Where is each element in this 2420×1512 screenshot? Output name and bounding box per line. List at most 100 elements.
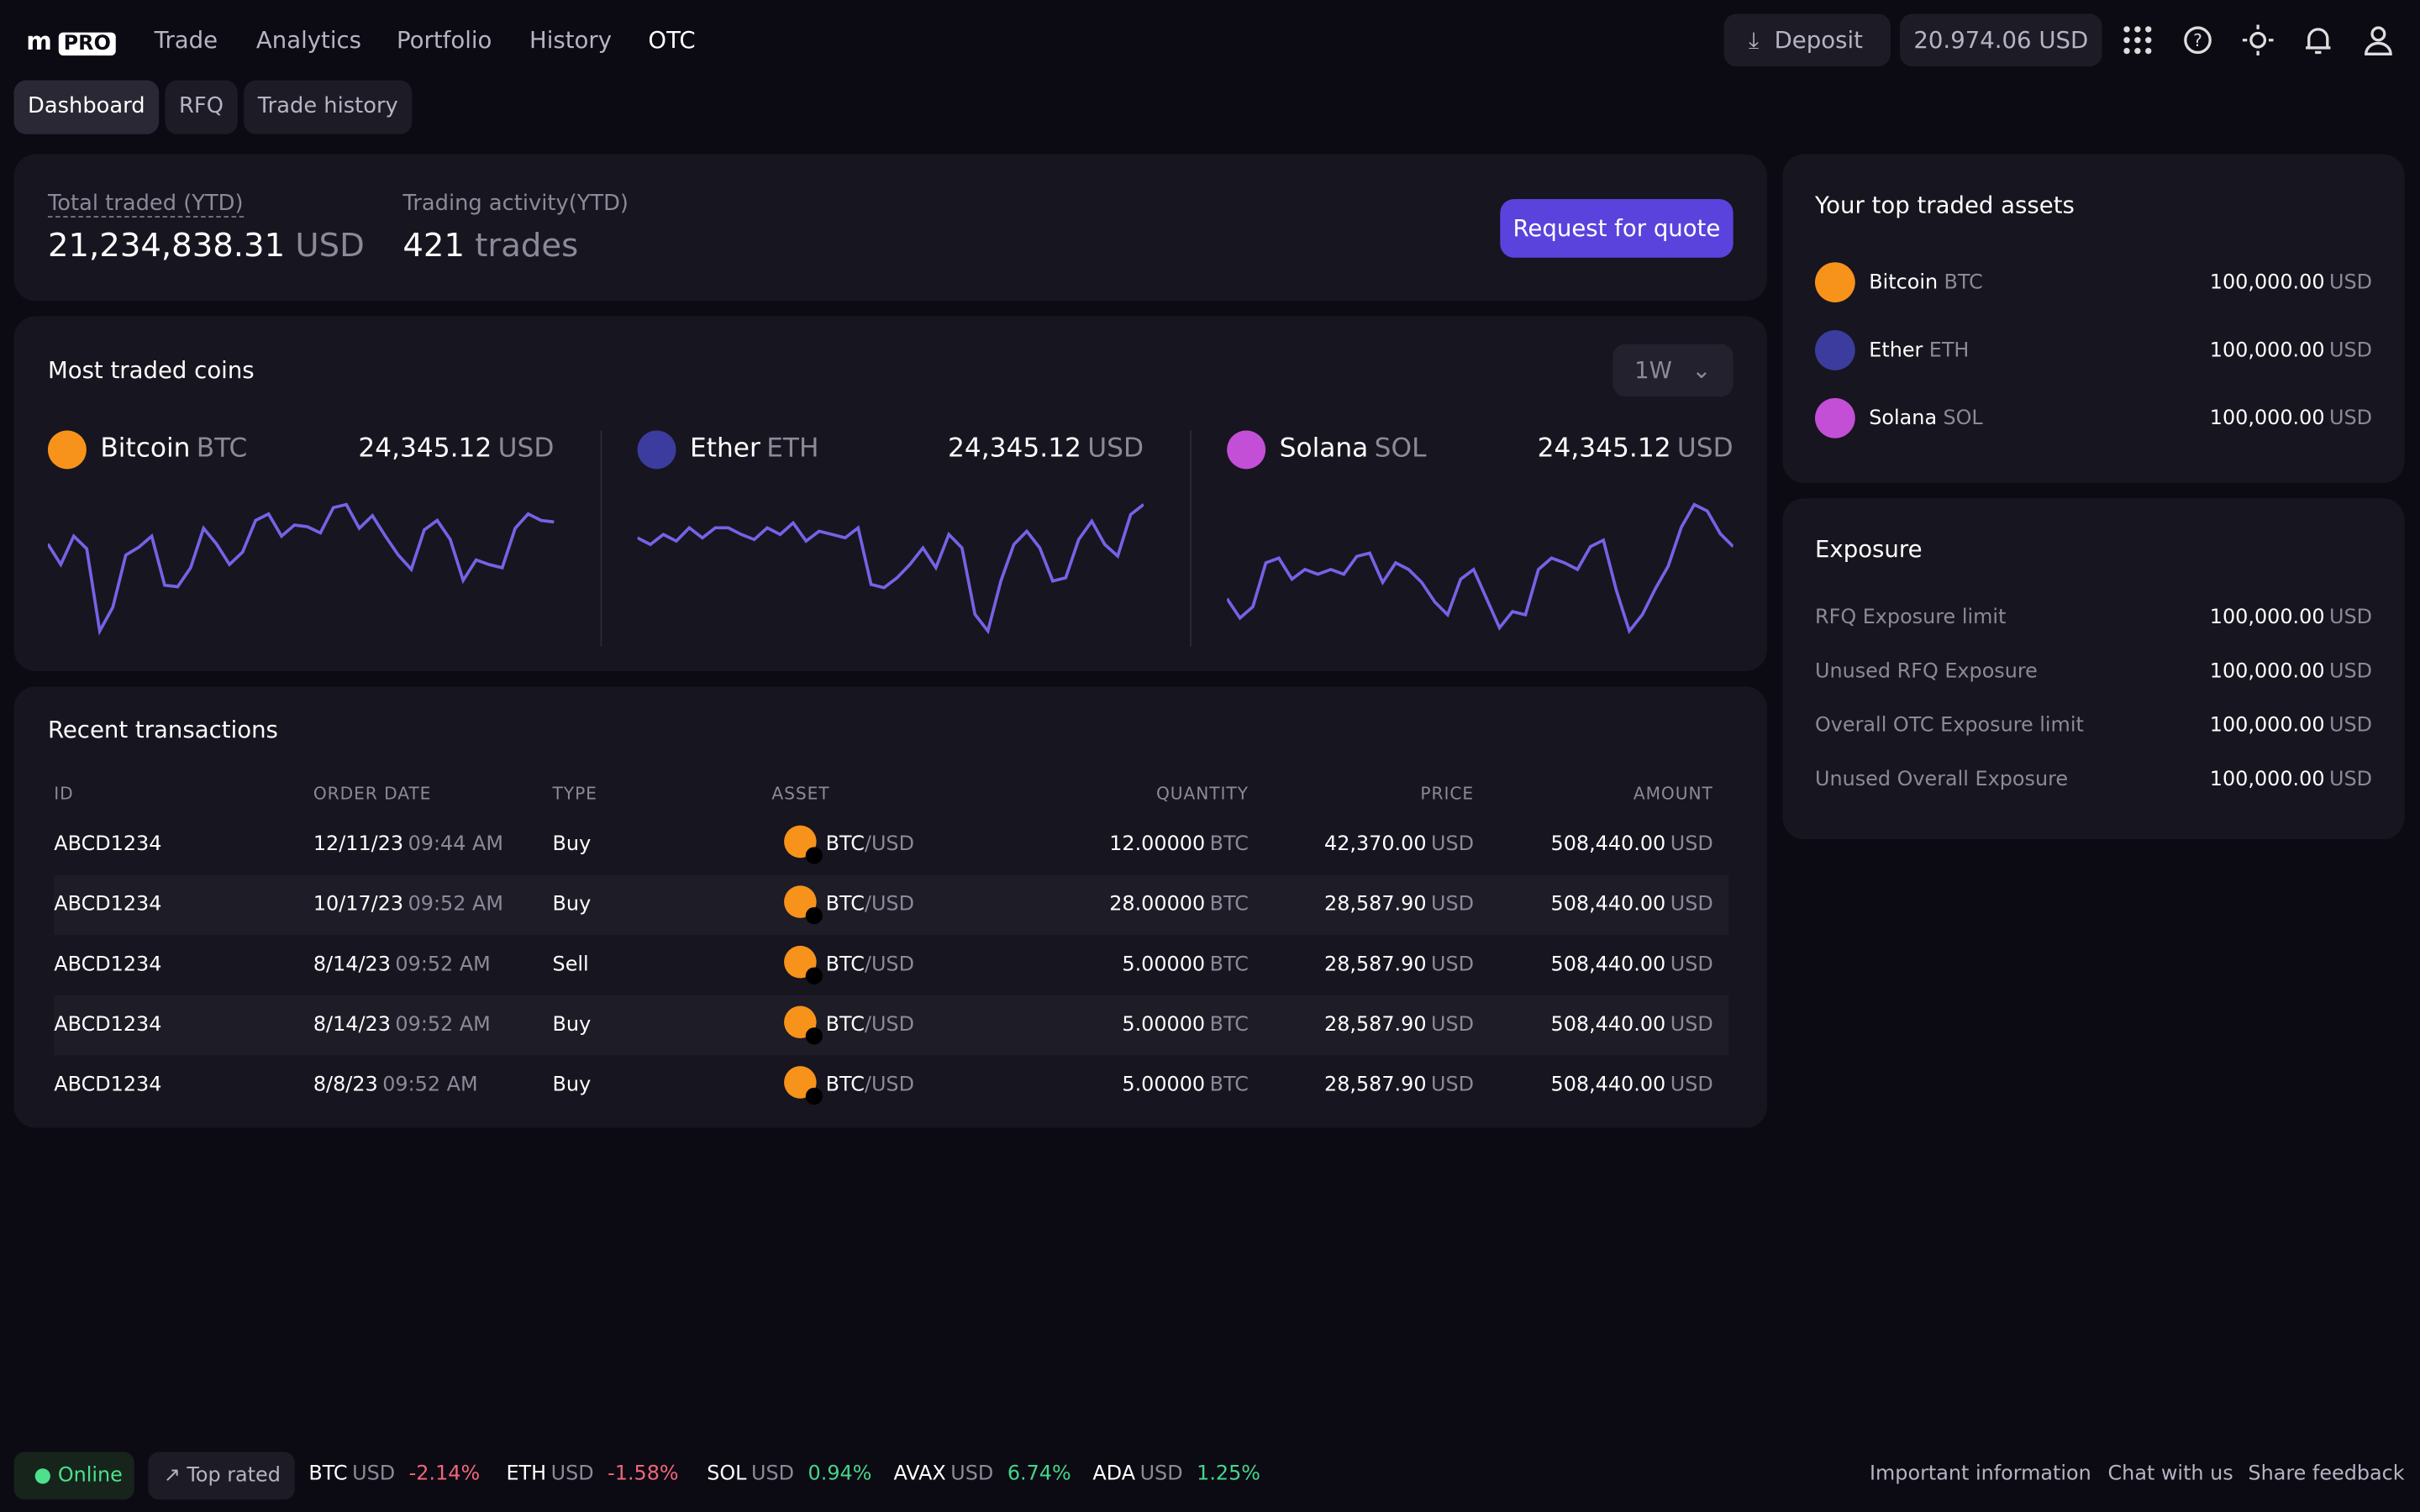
unit: USD	[2329, 714, 2373, 738]
price: 28,587.90	[1324, 893, 1427, 917]
quantity-cell: 12.00000 BTC	[1109, 833, 1249, 857]
period-select[interactable]: 1W ⌄	[1612, 344, 1733, 397]
quote: /USD	[864, 953, 915, 977]
base: BTC	[825, 953, 865, 977]
date-cell: 8/14/23 09:52 AM	[313, 1014, 491, 1037]
quantity-cell: 5.00000 BTC	[1122, 1074, 1249, 1097]
price-cell: 28,587.90 USD	[1324, 893, 1474, 916]
column-header: ID	[54, 784, 74, 804]
transaction-row[interactable]: ABCD1234 8/8/23 09:52 AM Buy BTC/USD 5.00000 B…	[54, 1055, 1728, 1116]
price: 28,587.90	[1324, 1013, 1427, 1037]
price-value: 24,345.12	[1537, 433, 1671, 465]
nav-item[interactable]: OTC	[648, 26, 696, 55]
type: Buy	[552, 832, 592, 857]
period-value: 1W	[1634, 356, 1672, 385]
footer-link[interactable]: Important information	[1869, 1462, 2091, 1486]
date: 8/14/23	[313, 1013, 391, 1037]
value: 100,000.00	[2209, 714, 2325, 738]
asset-name: Bitcoin	[1869, 271, 1939, 295]
nav-item[interactable]: Analytics	[255, 26, 362, 55]
coin-price: 24,345.12 USD	[1227, 433, 1733, 465]
asset-value: 100,000.00 USD	[2210, 339, 2372, 363]
time: 09:52 AM	[408, 893, 503, 917]
transaction-row[interactable]: ABCD1234 10/17/23 09:52 AM Buy BTC/USD 28.000…	[54, 874, 1729, 936]
amount-cell: 508,440.00 USD	[1551, 893, 1713, 916]
date: 8/8/23	[313, 1074, 378, 1097]
most-traded-title: Most traded coins	[47, 356, 255, 385]
nav-item[interactable]: Portfolio	[397, 26, 492, 55]
time: 09:52 AM	[382, 1074, 478, 1097]
help-icon[interactable]: ?	[2182, 24, 2213, 55]
type-cell: Buy	[553, 833, 592, 857]
exposure-value: 100,000.00 USD	[2210, 714, 2372, 738]
transaction-row[interactable]: ABCD1234 8/14/23 09:52 AM Sell BTC/USD 5.0000…	[54, 935, 1728, 995]
exposure-title: Exposure	[1814, 535, 1923, 564]
apps-icon[interactable]	[2123, 24, 2154, 55]
id: ABCD1234	[54, 1013, 162, 1037]
quantity: 28.00000	[1109, 893, 1206, 917]
sparkline-line	[1227, 502, 1733, 635]
top-assets-title: Your top traded assets	[1814, 191, 2075, 219]
ticker[interactable]: ADA USD 1.25%	[1092, 1462, 1260, 1486]
bell-icon[interactable]	[2302, 24, 2333, 55]
asset-symbol: SOL	[1943, 407, 1983, 431]
divider	[1190, 430, 1192, 647]
deposit-button[interactable]: ⤓ Deposit	[1723, 13, 1891, 66]
value: 100,000.00	[2209, 339, 2325, 363]
nav-item[interactable]: History	[529, 26, 613, 55]
summary-card: Total traded (YTD) 21,234,838.31 USD Tra…	[13, 154, 1768, 302]
id: ABCD1234	[54, 953, 162, 977]
amount-cell: 508,440.00 USD	[1551, 1014, 1713, 1037]
quantity-unit: BTC	[1209, 1074, 1249, 1097]
type-cell: Buy	[553, 1014, 592, 1037]
balance[interactable]: 20.974.06 USD	[1900, 13, 2102, 66]
date: 12/11/23	[313, 832, 404, 857]
ticker[interactable]: ETH USD -1.58%	[506, 1462, 678, 1486]
column-header: ORDER DATE	[313, 784, 432, 804]
asset-icon	[1814, 262, 1855, 302]
quantity-unit: BTC	[1209, 832, 1249, 857]
footer-link[interactable]: Share feedback	[2248, 1462, 2405, 1486]
quantity-cell: 28.00000 BTC	[1109, 893, 1249, 916]
ticker-symbol: ADA	[1092, 1462, 1136, 1486]
asset-sub-icon	[805, 847, 823, 864]
coin-symbol: SOL	[1374, 433, 1427, 465]
id-cell: ABCD1234	[54, 893, 161, 916]
user-icon[interactable]	[2363, 24, 2394, 55]
ticker[interactable]: BTC USD -2.14%	[308, 1462, 480, 1486]
exposure-label: Overall OTC Exposure limit	[1814, 714, 2084, 738]
exposure-value: 100,000.00 USD	[2210, 660, 2372, 684]
transaction-row[interactable]: ABCD1234 12/11/23 09:44 AM Buy BTC/USD 12.000…	[54, 815, 1728, 875]
coin-symbol: BTC	[196, 433, 248, 465]
status: ● Online	[13, 1452, 134, 1500]
column-header: ASSET	[771, 784, 830, 804]
sparkline-line	[47, 502, 555, 636]
sparkline-line	[637, 503, 1144, 635]
top-rated-label: Top rated	[187, 1464, 281, 1488]
asset-icon	[1814, 330, 1855, 370]
rfq-button[interactable]: Request for quote	[1500, 198, 1733, 258]
id-cell: ABCD1234	[54, 1014, 161, 1037]
ticker[interactable]: AVAX USD 6.74%	[893, 1462, 1071, 1486]
nav-item[interactable]: Trade	[154, 26, 218, 55]
tab[interactable]: RFQ	[165, 80, 238, 134]
footer-link[interactable]: Chat with us	[2107, 1462, 2233, 1486]
value: 100,000.00	[2209, 271, 2325, 295]
coin-name: Solana	[1279, 433, 1369, 465]
asset-name: Ether	[1869, 339, 1923, 363]
asset-name: Solana	[1869, 407, 1938, 431]
sparkline	[637, 503, 1144, 635]
price-unit: USD	[1676, 433, 1733, 465]
quantity-unit: BTC	[1209, 893, 1249, 917]
amount-unit: USD	[1670, 1013, 1713, 1037]
transaction-row[interactable]: ABCD1234 8/14/23 09:52 AM Buy BTC/USD 5.00000…	[54, 995, 1729, 1056]
tab[interactable]: Dashboard	[13, 80, 160, 134]
top-rated[interactable]: ↗ Top rated	[148, 1452, 295, 1500]
ticker-quote: USD	[550, 1462, 594, 1486]
tab[interactable]: Trade history	[244, 80, 413, 134]
ticker-quote: USD	[352, 1462, 396, 1486]
theme-icon[interactable]	[2242, 24, 2274, 56]
quantity: 5.00000	[1122, 1013, 1206, 1037]
ticker[interactable]: SOL USD 0.94%	[707, 1462, 871, 1486]
